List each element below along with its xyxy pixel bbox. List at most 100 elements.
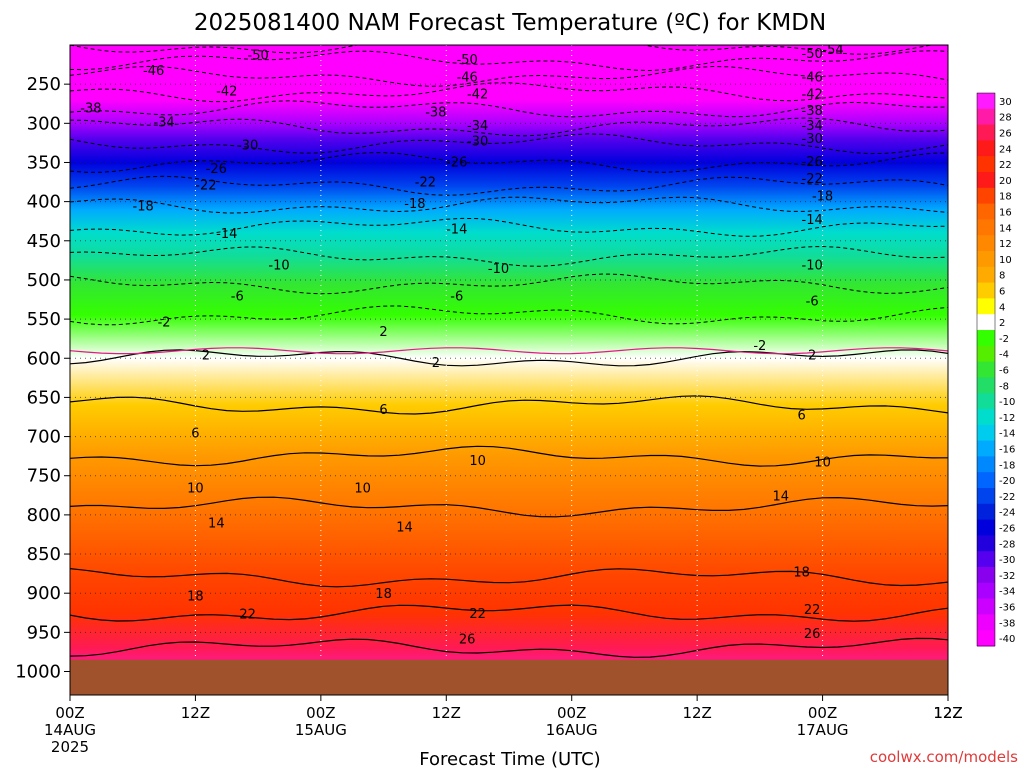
grid-lines [70, 45, 948, 695]
contour-label: -6 [450, 290, 463, 305]
colorbar-label: 10 [999, 255, 1012, 266]
contour-label: -54 [822, 43, 843, 58]
colorbar-swatch [977, 409, 995, 426]
isotherm-6 [70, 395, 948, 415]
contour-label: -10 [268, 258, 289, 273]
colorbar-swatch [977, 582, 995, 600]
colorbar-swatch [977, 440, 995, 457]
contour-label: -10 [802, 258, 823, 273]
contour-label: 14 [772, 489, 789, 504]
colorbar-swatch [977, 424, 995, 442]
isotherm--50 [70, 50, 948, 72]
contour-label: -30 [237, 138, 258, 153]
colorbar-label: -40 [999, 634, 1015, 645]
colorbar-swatch [977, 203, 995, 220]
y-tick-label: 950 [27, 622, 61, 643]
contour-label: -50 [802, 47, 823, 62]
isotherm--34 [70, 117, 948, 137]
contour-label: 14 [396, 521, 413, 536]
colorbar-label: -18 [999, 460, 1015, 471]
y-tick-label: 300 [27, 113, 61, 134]
contour-label: -42 [216, 84, 237, 99]
colorbar-label: -22 [999, 492, 1015, 503]
x-tick-label: 15AUG [295, 721, 347, 739]
colorbar-label: -12 [999, 413, 1015, 424]
isotherm--10 [70, 245, 948, 267]
contour-label: -38 [80, 102, 101, 117]
colorbar-label: 18 [999, 192, 1012, 203]
colorbar-swatch [977, 472, 995, 489]
contour-label: -10 [488, 262, 509, 277]
x-axis-label: Forecast Time (UTC) [419, 749, 600, 768]
contour-label: -46 [457, 70, 478, 85]
y-tick-label: 250 [27, 74, 61, 95]
contour-label: -6 [806, 294, 819, 309]
colorbar-label: -10 [999, 397, 1015, 408]
x-tick-label: 12Z [432, 704, 461, 722]
isotherm-18 [70, 568, 948, 588]
colorbar-swatch [977, 393, 995, 410]
colorbar-label: 22 [999, 160, 1012, 171]
colorbar-label: -24 [999, 508, 1015, 519]
colorbar-swatch [977, 251, 995, 268]
isotherm--18 [70, 196, 948, 214]
contour-label: -38 [425, 106, 446, 121]
contour-label: -30 [467, 135, 488, 150]
colorbar-swatch [977, 266, 995, 284]
isotherm--6 [70, 273, 948, 295]
contour-label: 10 [814, 456, 831, 471]
colorbar-swatch [977, 551, 995, 568]
ground-mask [70, 659, 948, 695]
contour-label: -18 [404, 197, 425, 212]
contour-label: -14 [802, 213, 823, 228]
colorbar-swatch [977, 519, 995, 536]
isotherm--42 [70, 82, 948, 103]
contour-label: -18 [812, 189, 833, 204]
contour-labels: -50 -50 -50 -54-46 -46 -46-42 -42 -42-38 -38 -38-… [80, 43, 843, 648]
colorbar-label: -34 [999, 587, 1015, 598]
colorbar-frame [976, 92, 996, 647]
credit-text: coolwx.com/models [870, 748, 1018, 766]
colorbar-label: 2 [999, 318, 1005, 329]
contour-label: -26 [206, 162, 227, 177]
colorbar: 30 28 26 24 22 20 18 16 14 12 10 8 6 4 2 -2 -4 -6 -8 -10 -12… [976, 92, 1015, 647]
colorbar-label: -36 [999, 603, 1015, 614]
colorbar-label: 20 [999, 176, 1012, 187]
contour-label: 10 [469, 454, 486, 469]
x-tick-label: 12Z [933, 704, 962, 722]
isotherm-10 [70, 445, 948, 467]
colorbar-swatch [977, 614, 995, 631]
contour-label: 22 [239, 608, 256, 623]
contour-label: -30 [802, 132, 823, 147]
colorbar-label: -30 [999, 555, 1015, 566]
isotherm--22 [70, 175, 948, 196]
colorbar-label: -6 [999, 366, 1009, 377]
colorbar-swatch [977, 535, 995, 552]
y-tick-label: 1000 [15, 662, 61, 683]
y-axis: 250 300 350 400 450 500 550 600 650 700 750 800 850 9… [15, 74, 70, 683]
colorbar-swatch [977, 187, 995, 205]
colorbar-label: 16 [999, 208, 1012, 219]
colorbar-swatch [977, 108, 995, 126]
contour-label: 6 [798, 409, 806, 424]
y-tick-label: 350 [27, 152, 61, 173]
isotherm--14 [70, 217, 948, 237]
contour-label: -42 [467, 88, 488, 103]
colorbar-label: 8 [999, 271, 1005, 282]
plot-area: -50 -50 -50 -54-46 -46 -46-42 -42 -42-38 -38 -38-… [70, 43, 948, 695]
isotherm--46 [70, 65, 948, 87]
contour-label: 26 [804, 627, 821, 642]
contour-label: 18 [375, 587, 392, 602]
colorbar-swatch [977, 314, 995, 331]
colorbar-swatch [977, 598, 995, 615]
colorbar-label: -14 [999, 429, 1015, 440]
contour-label: -22 [195, 178, 216, 193]
contour-label: -14 [216, 227, 237, 242]
colorbar-label: 12 [999, 239, 1012, 250]
colorbar-label: -20 [999, 476, 1015, 487]
colorbar-swatch [977, 298, 995, 315]
colorbar-label: -38 [999, 618, 1015, 629]
contour-label: -6 [231, 290, 244, 305]
colorbar-swatch [977, 219, 995, 236]
x-tick-label: 17AUG [797, 721, 849, 739]
